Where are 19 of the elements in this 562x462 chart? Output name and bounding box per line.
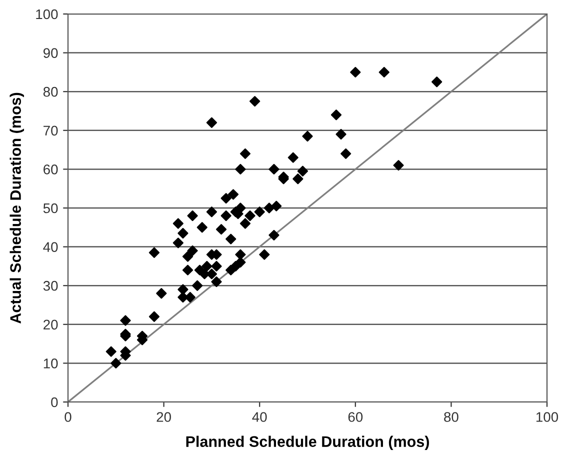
x-tick-label: 40: [252, 412, 267, 422]
y-tick-label: 0: [51, 397, 58, 408]
x-tick-label: 80: [444, 412, 458, 422]
x-tick-label: 20: [156, 412, 171, 422]
x-tick-label: 60: [348, 412, 363, 422]
y-tick-label: 80: [43, 86, 58, 97]
y-tick-label: 30: [43, 280, 58, 291]
y-tick-label: 20: [44, 320, 58, 330]
x-axis-title: Planned Schedule Duration (mos): [186, 436, 429, 450]
x-tick-label: 100: [536, 412, 558, 422]
y-tick-label: 70: [44, 126, 58, 136]
y-axis-title: Actual Schedule Duration (mos): [10, 92, 24, 324]
y-tick-label: 90: [43, 48, 58, 58]
y-tick-label: 40: [43, 242, 58, 252]
y-tick-label: 60: [44, 164, 58, 174]
x-tick-label: 0: [64, 412, 72, 422]
y-tick-label: 100: [36, 9, 58, 20]
y-tick-label: 50: [43, 203, 58, 214]
y-tick-label: 10: [44, 358, 58, 368]
